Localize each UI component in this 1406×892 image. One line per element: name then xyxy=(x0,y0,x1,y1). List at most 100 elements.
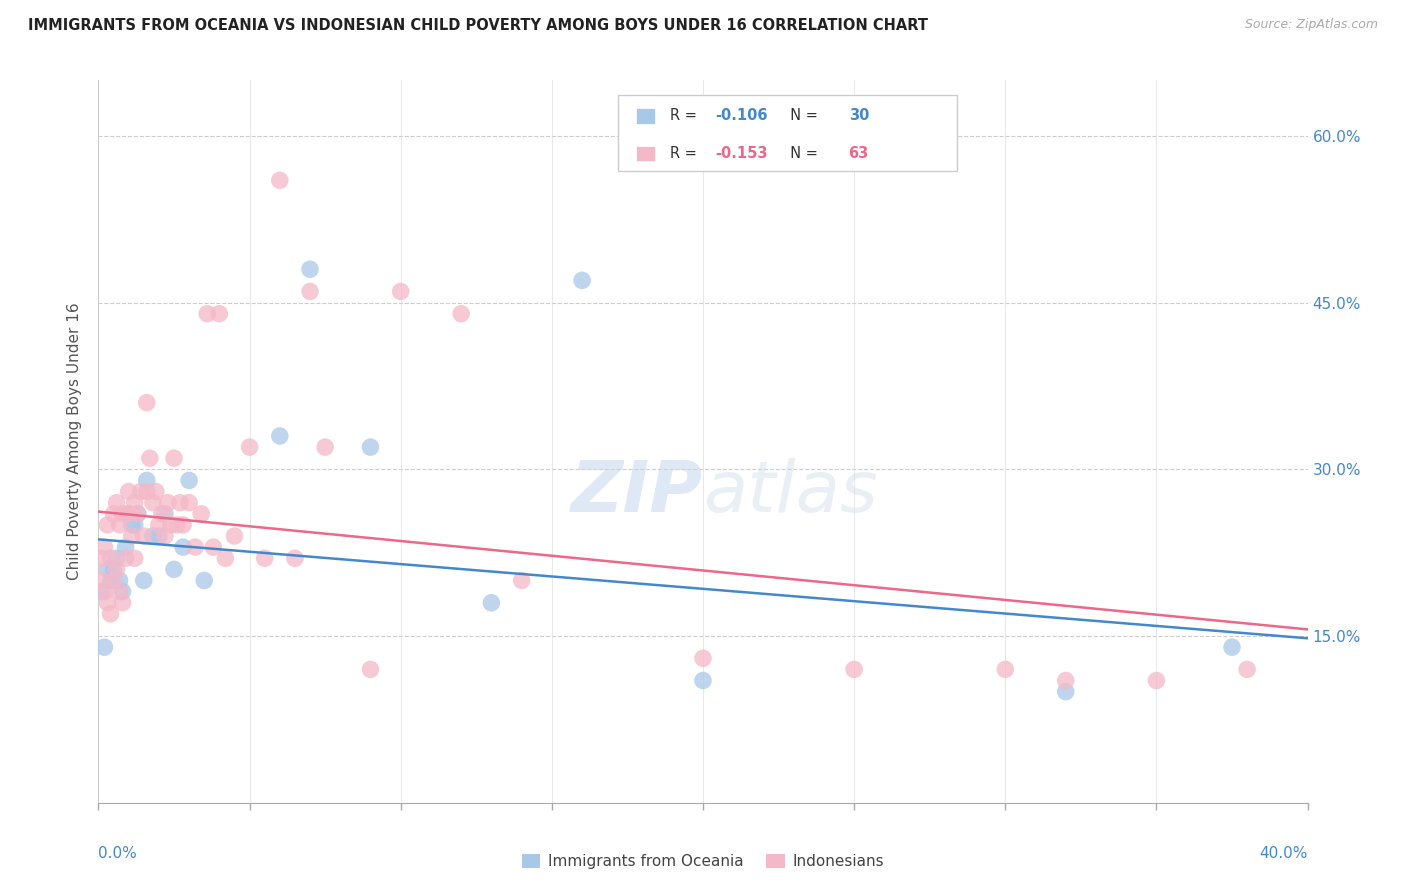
Point xyxy=(100,607,122,621)
Point xyxy=(90,551,112,566)
Point xyxy=(93,640,115,655)
Point xyxy=(179,474,201,488)
Text: 0.0%: 0.0% xyxy=(98,847,138,861)
Point xyxy=(135,484,157,499)
Point xyxy=(103,574,125,588)
Point xyxy=(692,651,714,665)
Point xyxy=(184,540,207,554)
Point xyxy=(1220,640,1243,655)
Point xyxy=(239,440,262,454)
Point xyxy=(450,307,472,321)
Text: N =: N = xyxy=(780,146,823,161)
Point xyxy=(163,451,186,466)
Point xyxy=(127,507,149,521)
Point xyxy=(93,540,115,554)
Point xyxy=(1144,673,1167,688)
Text: atlas: atlas xyxy=(703,458,877,526)
Bar xyxy=(637,108,655,124)
Point xyxy=(96,517,118,532)
Point xyxy=(208,307,231,321)
Legend: Immigrants from Oceania, Indonesians: Immigrants from Oceania, Indonesians xyxy=(516,848,890,875)
Point xyxy=(96,562,118,576)
Point xyxy=(135,395,157,409)
Point xyxy=(163,562,186,576)
Point xyxy=(179,496,201,510)
Point xyxy=(314,440,336,454)
Point xyxy=(150,507,173,521)
Point xyxy=(121,529,143,543)
Point xyxy=(100,551,122,566)
Point xyxy=(148,517,170,532)
Point xyxy=(224,529,246,543)
Point xyxy=(389,285,412,299)
Point xyxy=(190,507,212,521)
Point xyxy=(105,551,128,566)
Point xyxy=(269,429,291,443)
Point xyxy=(121,517,143,532)
Point xyxy=(93,584,115,599)
Point xyxy=(124,517,146,532)
Point xyxy=(148,529,170,543)
Text: IMMIGRANTS FROM OCEANIA VS INDONESIAN CHILD POVERTY AMONG BOYS UNDER 16 CORRELAT: IMMIGRANTS FROM OCEANIA VS INDONESIAN CH… xyxy=(28,18,928,33)
Point xyxy=(129,484,152,499)
Point xyxy=(994,662,1017,676)
Point xyxy=(844,662,866,676)
Text: 40.0%: 40.0% xyxy=(1260,847,1308,861)
Y-axis label: Child Poverty Among Boys Under 16: Child Poverty Among Boys Under 16 xyxy=(67,302,83,581)
Point xyxy=(114,540,136,554)
Point xyxy=(135,474,157,488)
Point xyxy=(103,562,125,576)
Point xyxy=(360,662,382,676)
Text: N =: N = xyxy=(780,108,823,123)
Point xyxy=(360,440,382,454)
Point xyxy=(692,673,714,688)
Point xyxy=(132,529,155,543)
Point xyxy=(253,551,276,566)
Point xyxy=(145,484,167,499)
Point xyxy=(214,551,236,566)
Point xyxy=(108,584,131,599)
Point xyxy=(172,517,194,532)
Text: ZIP: ZIP xyxy=(571,458,703,526)
Bar xyxy=(637,145,655,161)
Point xyxy=(105,562,128,576)
Point xyxy=(166,517,188,532)
Point xyxy=(124,496,146,510)
Point xyxy=(114,551,136,566)
Point xyxy=(202,540,225,554)
Text: 63: 63 xyxy=(849,146,869,161)
Point xyxy=(510,574,533,588)
Point xyxy=(160,517,183,532)
Point xyxy=(169,496,191,510)
Point xyxy=(111,584,134,599)
Point xyxy=(111,596,134,610)
Point xyxy=(1054,673,1077,688)
Text: -0.106: -0.106 xyxy=(716,108,768,123)
Point xyxy=(96,596,118,610)
Point xyxy=(153,529,176,543)
Point xyxy=(118,507,141,521)
Point xyxy=(142,496,165,510)
Point xyxy=(90,574,112,588)
Point xyxy=(103,507,125,521)
Point xyxy=(284,551,307,566)
Point xyxy=(105,496,128,510)
Point xyxy=(299,262,322,277)
Point xyxy=(195,307,218,321)
Text: Source: ZipAtlas.com: Source: ZipAtlas.com xyxy=(1244,18,1378,31)
Point xyxy=(118,484,141,499)
Point xyxy=(118,507,141,521)
Point xyxy=(1054,684,1077,698)
Point xyxy=(139,451,162,466)
Text: 30: 30 xyxy=(849,108,869,123)
Point xyxy=(108,517,131,532)
Point xyxy=(193,574,215,588)
Text: R =: R = xyxy=(669,146,702,161)
Point xyxy=(132,574,155,588)
Point xyxy=(153,507,176,521)
Point xyxy=(108,574,131,588)
Point xyxy=(481,596,503,610)
Point xyxy=(124,551,146,566)
Point xyxy=(156,496,179,510)
Text: R =: R = xyxy=(669,108,702,123)
